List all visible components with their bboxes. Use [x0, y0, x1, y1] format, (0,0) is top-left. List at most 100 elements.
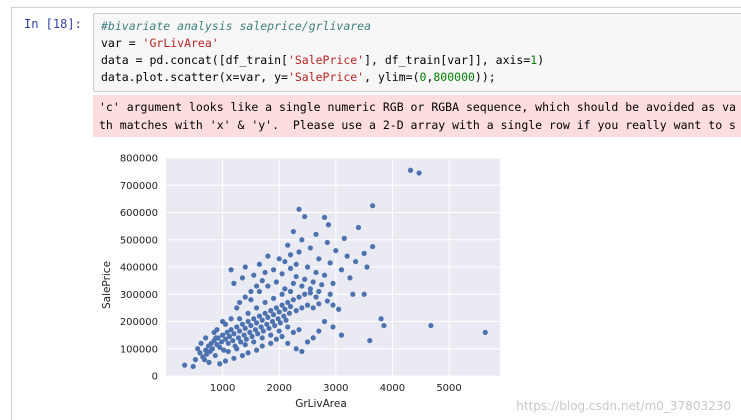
- data-point-147: [378, 316, 384, 322]
- data-point-29: [236, 328, 243, 334]
- data-point-65: [287, 303, 294, 310]
- data-point-39: [251, 316, 257, 322]
- data-point-94: [307, 286, 313, 292]
- data-point-45: [259, 317, 265, 323]
- data-point-56: [275, 316, 281, 322]
- data-point-140: [296, 206, 302, 212]
- input-prompt: In [18]:: [24, 17, 82, 31]
- data-point-193: [239, 352, 246, 359]
- data-point-122: [316, 256, 322, 262]
- data-point-115: [321, 272, 328, 278]
- data-point-68: [296, 294, 302, 300]
- data-point-180: [324, 298, 330, 304]
- data-point-151: [330, 324, 336, 330]
- data-point-133: [361, 250, 367, 256]
- data-point-72: [225, 348, 231, 355]
- code-input-area[interactable]: #bivariate analysis saleprice/grlivarea …: [93, 13, 741, 92]
- data-point-41: [253, 320, 260, 326]
- data-point-194: [231, 355, 237, 361]
- data-point-164: [228, 316, 234, 322]
- data-point-196: [217, 361, 223, 367]
- data-point-3: [197, 350, 203, 356]
- data-point-119: [287, 252, 294, 258]
- data-point-165: [220, 318, 226, 325]
- data-point-80: [236, 316, 243, 322]
- data-point-159: [416, 170, 422, 176]
- data-point-18: [221, 347, 227, 353]
- data-point-21: [225, 340, 231, 346]
- data-point-42: [255, 331, 261, 337]
- data-point-53: [270, 312, 277, 318]
- data-point-188: [290, 329, 296, 335]
- data-point-182: [336, 306, 342, 312]
- data-point-108: [228, 267, 234, 273]
- data-point-37: [248, 322, 254, 329]
- data-point-106: [319, 282, 325, 288]
- data-point-116: [330, 280, 336, 286]
- data-point-22: [226, 333, 232, 340]
- data-point-61: [282, 306, 288, 312]
- data-point-64: [286, 310, 293, 316]
- data-point-10: [209, 346, 216, 352]
- stderr-text: 'c' argument looks like a single numeric…: [99, 98, 736, 134]
- data-point-154: [304, 339, 311, 345]
- data-point-110: [256, 261, 263, 267]
- data-point-178: [310, 305, 316, 311]
- data-point-172: [236, 299, 243, 306]
- data-point-63: [285, 299, 291, 306]
- data-point-92: [290, 280, 296, 286]
- data-point-60: [281, 313, 287, 319]
- y-tick-label-8: 800000: [120, 154, 158, 165]
- data-point-23: [228, 327, 234, 333]
- data-point-70: [302, 291, 308, 297]
- y-tick-label-5: 500000: [120, 235, 158, 246]
- data-point-16: [218, 339, 225, 345]
- data-point-187: [279, 333, 285, 340]
- data-point-139: [302, 213, 308, 220]
- scatter-plot: 1000 2000 3000 4000 5000 0 100000 200000 300000 4…: [96, 146, 516, 416]
- data-point-137: [341, 235, 347, 241]
- data-point-20: [224, 329, 230, 335]
- data-point-160: [428, 322, 434, 329]
- data-point-91: [282, 286, 288, 292]
- data-point-181: [330, 302, 336, 308]
- data-point-2: [192, 357, 199, 363]
- data-point-123: [327, 260, 333, 266]
- stderr-line-2: th matches with 'x' & 'y'. Please use a …: [99, 118, 736, 132]
- data-point-171: [206, 359, 212, 365]
- data-point-28: [235, 335, 242, 341]
- data-point-98: [251, 272, 257, 278]
- data-point-156: [285, 340, 291, 346]
- data-point-66: [290, 297, 296, 303]
- data-point-134: [370, 243, 376, 250]
- data-point-114: [313, 269, 319, 276]
- y-tick-label-7: 700000: [120, 181, 158, 192]
- data-point-36: [247, 329, 253, 335]
- data-point-157: [299, 348, 305, 355]
- data-point-31: [239, 321, 246, 327]
- data-point-117: [265, 253, 271, 259]
- data-point-127: [299, 237, 305, 243]
- data-point-52: [269, 318, 276, 325]
- data-point-97: [231, 280, 237, 286]
- data-point-83: [262, 299, 268, 306]
- data-point-128: [313, 231, 319, 237]
- data-point-33: [242, 325, 248, 331]
- data-point-12: [212, 352, 218, 359]
- data-point-57: [276, 309, 282, 315]
- data-point-145: [361, 291, 367, 297]
- data-point-173: [242, 294, 248, 300]
- data-point-185: [268, 340, 274, 346]
- data-point-149: [316, 328, 322, 334]
- data-point-144: [350, 291, 356, 297]
- code-block[interactable]: #bivariate analysis saleprice/grlivarea …: [101, 18, 544, 86]
- data-point-89: [265, 283, 271, 289]
- data-point-40: [252, 327, 259, 333]
- data-point-76: [259, 335, 265, 341]
- data-point-44: [258, 324, 264, 330]
- data-point-27: [234, 324, 240, 330]
- data-point-105: [310, 279, 316, 285]
- data-point-102: [287, 265, 294, 271]
- data-point-104: [302, 276, 308, 282]
- x-tick-label-4: 5000: [436, 383, 461, 394]
